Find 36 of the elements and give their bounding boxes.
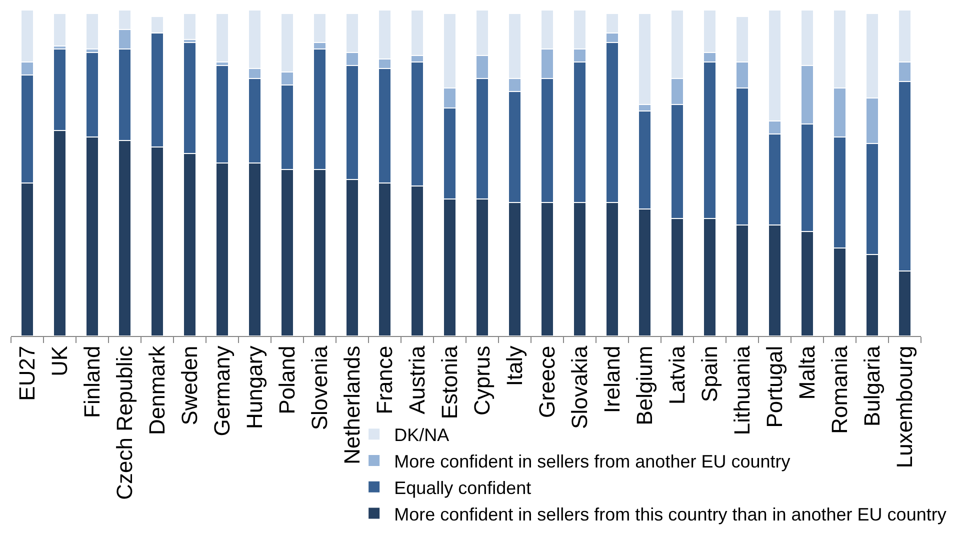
legend-label: More confident in sellers from this country than in another EU country: [394, 504, 946, 524]
bar: [216, 12, 229, 63]
x-tick-label: Poland: [274, 346, 300, 414]
legend-label: Equally confident: [394, 478, 532, 498]
x-tick-label: Denmark: [144, 344, 170, 436]
x-tick-label: France: [372, 346, 397, 414]
x-tick-label: Italy: [502, 346, 527, 386]
x-tick-label: Greece: [534, 346, 560, 418]
x-tick-label: Czech Republic: [112, 346, 137, 500]
bar: [86, 12, 99, 50]
x-tick-label: Slovakia: [566, 345, 592, 429]
x-tick-label: Austria: [404, 345, 430, 414]
x-tick-label: Sweden: [176, 346, 202, 426]
bar: [183, 12, 196, 40]
x-tick-label: Spain: [696, 346, 722, 402]
x-tick-label: Ireland: [599, 346, 624, 414]
x-tick-label: Estonia: [436, 345, 462, 420]
x-tick-label: Lithuania: [729, 345, 754, 436]
bar: [53, 12, 66, 46]
x-tick-label: Finland: [79, 346, 104, 418]
x-tick-label: Cyprus: [469, 346, 494, 416]
x-tick-label: Slovenia: [306, 345, 332, 430]
x-tick-label: Hungary: [242, 346, 267, 429]
legend-label: DK/NA: [394, 425, 450, 446]
x-tick-label: Belgium: [632, 346, 657, 426]
x-tick-label: EU27: [14, 346, 40, 401]
x-tick-label: Netherlands: [339, 346, 364, 464]
x-tick-label: Romania: [826, 345, 852, 434]
x-tick-label: Bulgaria: [859, 345, 884, 427]
x-tick-label: UK: [46, 345, 72, 376]
x-tick-label: Latvia: [664, 345, 690, 405]
x-tick-label: Malta: [794, 345, 820, 400]
legend-label: More confident in sellers from another EU country: [394, 451, 790, 472]
x-tick-label: Luxembourg: [892, 346, 917, 468]
x-tick-label: Portugal: [762, 346, 787, 428]
x-tick-label: Germany: [209, 346, 234, 436]
